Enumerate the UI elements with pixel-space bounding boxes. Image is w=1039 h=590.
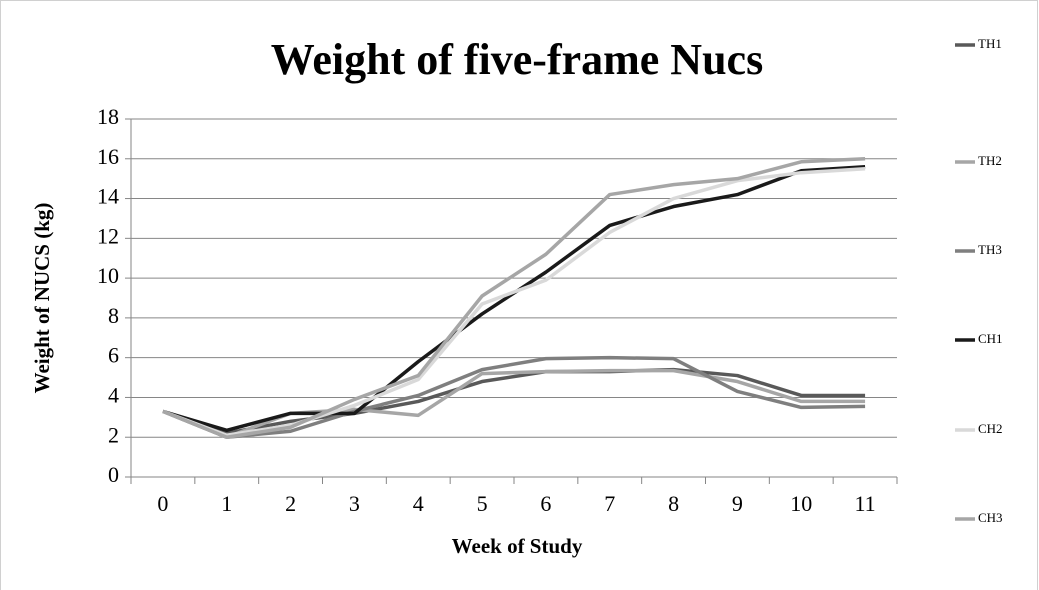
x-tick-label: 8 (668, 491, 679, 516)
y-tick-label: 8 (108, 303, 119, 328)
legend-label: CH1 (978, 331, 1003, 346)
x-tick-label: 0 (157, 491, 168, 516)
legend-label: CH3 (978, 510, 1003, 525)
x-tick-label: 5 (477, 491, 488, 516)
legend-label: TH1 (978, 36, 1002, 51)
y-tick-label: 14 (97, 184, 119, 209)
legend-label: CH2 (978, 421, 1003, 436)
y-tick-label: 12 (97, 223, 119, 248)
y-tick-label: 4 (108, 382, 119, 407)
x-axis-label: Week of Study (452, 534, 583, 558)
y-tick-label: 2 (108, 422, 119, 447)
x-tick-label: 1 (221, 491, 232, 516)
line-series (162, 157, 866, 439)
legend-label: TH3 (978, 242, 1002, 257)
x-tick-label: 2 (285, 491, 296, 516)
x-tick-label: 4 (413, 491, 424, 516)
legend-label: TH2 (978, 153, 1002, 168)
x-tick-label: 6 (540, 491, 551, 516)
x-tick-label: 11 (854, 491, 875, 516)
chart-title: Weight of five-frame Nucs (271, 35, 763, 84)
y-tick-label: 18 (97, 104, 119, 129)
y-tick-label: 0 (108, 462, 119, 487)
line-series (162, 164, 866, 433)
line-series (162, 166, 866, 437)
x-tick-label: 10 (790, 491, 812, 516)
x-tick-label: 7 (604, 491, 615, 516)
y-tick-label: 10 (97, 263, 119, 288)
line-series (162, 367, 866, 435)
x-tick-label: 3 (349, 491, 360, 516)
y-tick-label: 6 (108, 343, 119, 368)
y-tick-label: 16 (97, 144, 119, 169)
x-tick-label: 9 (732, 491, 743, 516)
y-axis-label: Weight of NUCS (kg) (30, 203, 54, 394)
line-series (162, 355, 866, 439)
